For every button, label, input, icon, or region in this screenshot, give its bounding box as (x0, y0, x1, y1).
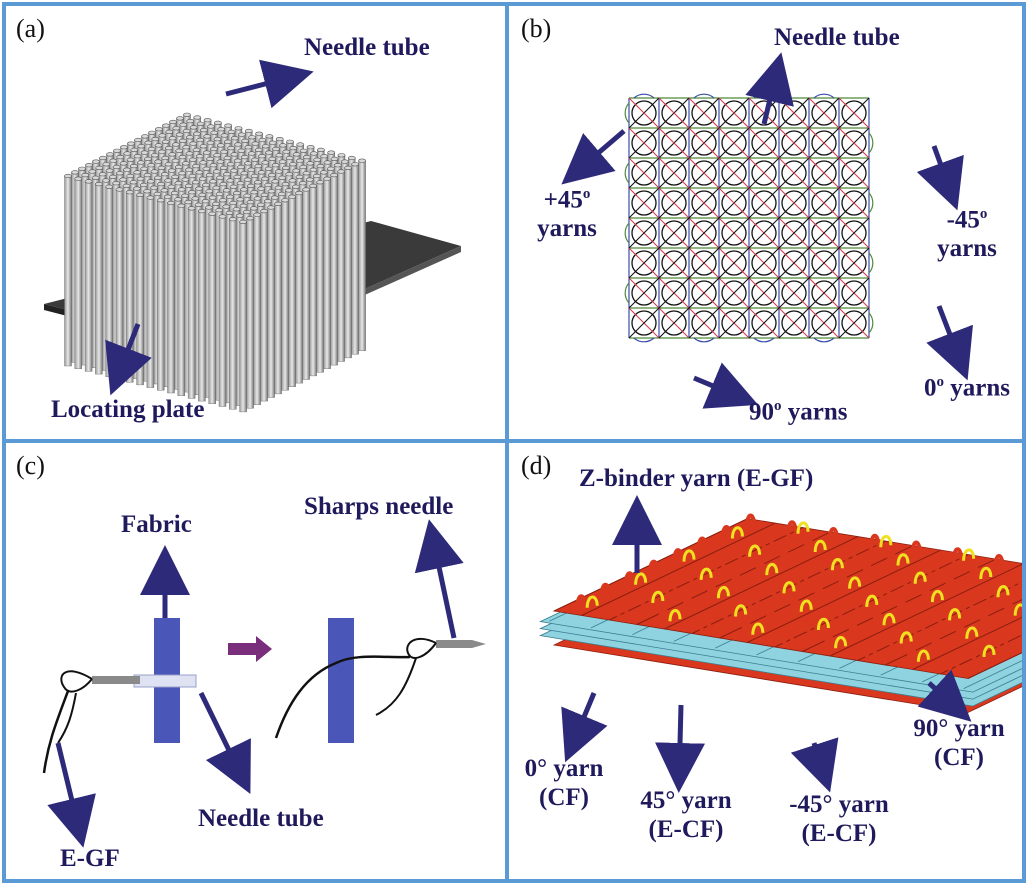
needle-tube-label-c: Needle tube (198, 805, 324, 832)
needle-tube (218, 216, 227, 407)
process-arrow (228, 636, 272, 662)
needle-tube (167, 202, 175, 394)
needle-tube (351, 164, 359, 355)
panel-d: (d) Z-binder yarn (E-GF) 0° yarn (CF) 45°… (505, 439, 1026, 883)
fabric-label: Fabric (121, 511, 192, 538)
needle-tube (187, 208, 196, 399)
panel-d-label: (d) (521, 451, 552, 480)
y0-arrow (561, 692, 608, 763)
needle-tube (208, 213, 216, 405)
needle-tube (253, 214, 261, 405)
needle-tube (295, 192, 303, 384)
locating-plate-arrow (105, 323, 152, 396)
needle-tube-arrow (225, 59, 314, 109)
needle-tube (229, 218, 237, 410)
sharps-needle (436, 640, 472, 648)
fabric-right (328, 618, 354, 743)
needle-tube (330, 174, 338, 366)
needle-tube (358, 160, 366, 351)
needle-tube-in-fabric (133, 674, 197, 688)
needle-tube (84, 181, 93, 372)
sharps-needle-label: Sharps needle (304, 493, 454, 520)
needle-tube (239, 221, 247, 413)
fabric-structure-illustration (539, 495, 1022, 793)
needle-tube-arrow-b (745, 52, 794, 125)
preform-3d (539, 513, 1022, 713)
needle-tube (316, 182, 324, 373)
needle-tube-arrow-c (198, 691, 251, 794)
needle-tube (302, 189, 310, 380)
needle-tube-block (64, 112, 366, 413)
minus45-arrow (916, 145, 964, 211)
needle-left (92, 676, 140, 684)
panel-c-label: (c) (16, 451, 45, 480)
needle-tube-label-b: Needle tube (774, 24, 900, 51)
ym45-label: -45° yarn (E-CF) (789, 791, 889, 847)
y0-label: 0° yarn (CF) (524, 755, 604, 811)
needle-tube (267, 207, 275, 398)
deg0-arrow (926, 305, 973, 381)
egf-label: E-GF (60, 845, 120, 872)
needle-tube (136, 194, 144, 386)
panel-c: (c) Fabric Sharps needle Needle tube E-G… (2, 439, 509, 883)
needle-tube (156, 200, 165, 391)
needle-tube (146, 197, 155, 388)
deg90-yarns-label: 90o yarns (749, 398, 848, 426)
y45-label: 45° yarn (E-CF) (640, 787, 732, 843)
yarn-grid (624, 93, 874, 343)
ym45-arrow (790, 737, 839, 793)
plus45-yarns-label: +45o yarns (537, 186, 597, 243)
needle-tube (281, 200, 289, 391)
egf-yarn-left (42, 690, 70, 774)
needle-tube (74, 178, 83, 369)
needle-tube-label: Needle tube (304, 34, 430, 61)
y90-label: 90° yarn (CF) (913, 715, 1005, 771)
needle-tube (115, 189, 124, 380)
deg90-arrow (693, 362, 759, 409)
needle-tube (274, 203, 282, 395)
needle-tube (198, 210, 206, 402)
needle-tube (288, 196, 296, 387)
panel-a: (a) Needle tube Locating plate (2, 2, 509, 443)
panel-b-label: (b) (521, 14, 552, 43)
needle-tube (344, 167, 352, 359)
y90-arrow (917, 669, 972, 722)
minus45-yarns-label: -45o yarns (937, 206, 997, 263)
zbinder-label: Z-binder yarn (E-GF) (579, 465, 814, 492)
needle-tube (337, 171, 345, 362)
egf-yarn-right (274, 655, 411, 739)
plus45-arrow (561, 129, 626, 185)
sharps-needle-arrow (414, 519, 464, 639)
needle-tube (246, 218, 254, 409)
needle-tube (64, 175, 72, 367)
egf-arrow (47, 742, 96, 848)
needle-tube (323, 178, 331, 369)
needle-tube (177, 205, 186, 396)
panel-a-label: (a) (16, 14, 45, 43)
needle-tube (95, 183, 103, 375)
needle-tube (260, 210, 268, 402)
locating-plate-label: Locating plate (51, 396, 205, 423)
needle-array-illustration (44, 59, 461, 413)
needle-tube (309, 185, 317, 377)
deg0-yarns-label: 0o yarns (924, 374, 1010, 402)
yarn-grid-diagram (561, 52, 973, 409)
panel-b: (b) Needle tube +45o yarns -45o yarns 0o… (505, 2, 1026, 443)
needle-tube (105, 186, 113, 378)
needle-process-illustration (42, 519, 486, 848)
y45-arrow (655, 704, 706, 793)
